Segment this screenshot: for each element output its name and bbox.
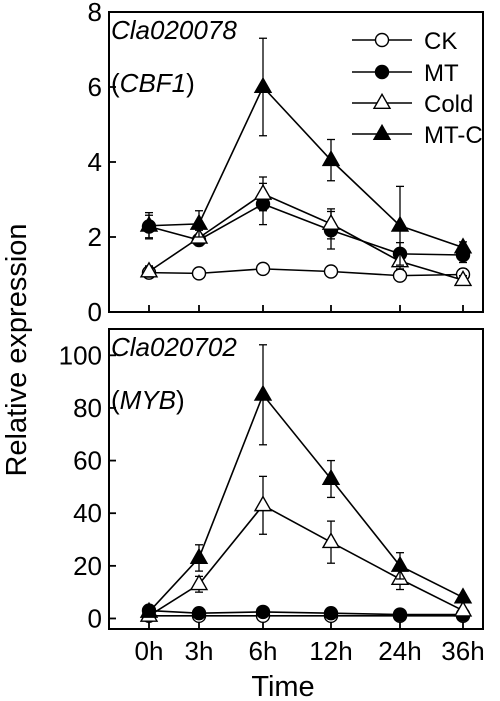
top-ck-line [148, 268, 464, 277]
bottom-gene-name-part: ) [176, 385, 185, 415]
bottom-series-ck [141, 608, 471, 624]
x-tick-label: 6h [249, 636, 278, 666]
bottom-y-tick-label: 0 [88, 603, 102, 633]
top-series-cold [139, 176, 473, 287]
top-series-mt-c [139, 37, 473, 266]
top-panel-frame [108, 11, 484, 313]
bottom-y-tick-label: 100 [59, 340, 102, 370]
top-mt-c-point [453, 237, 473, 254]
bottom-mt-line [148, 609, 463, 616]
panel-bottom-cla020702: 0 20 40 60 80 100 0h 3h 6h 12h 24h 36h Cla020702 (MYB… [59, 328, 485, 666]
bottom-gene-name-label: (MYB) [111, 385, 185, 415]
top-ck-point [255, 261, 271, 277]
top-series-ck [141, 261, 471, 283]
bottom-gene-name-part: MYB [120, 385, 176, 415]
bottom-gene-id-label: Cla020702 [111, 332, 237, 362]
bottom-mt-c-point [253, 384, 273, 401]
legend-label-ck: CK [424, 28, 457, 55]
panel-top-cla020078: 0 2 4 6 8 Cla020078 (CBF1) [88, 0, 484, 327]
top-ck-point [392, 268, 408, 283]
top-mt-line [148, 203, 464, 256]
top-cold-point [453, 270, 473, 287]
bottom-series-mt [141, 603, 471, 622]
top-mt-c-point [321, 150, 341, 167]
legend-label-mt: MT [424, 60, 459, 87]
bottom-mt-c-point [189, 547, 209, 564]
bottom-mt-c-line [148, 393, 464, 613]
legend-marker-ck [374, 32, 390, 48]
bottom-y-tick-label: 20 [73, 551, 102, 581]
x-tick-label: 3h [185, 636, 214, 666]
bottom-mt-point [323, 606, 339, 621]
bottom-mt-c-point [390, 555, 410, 572]
bottom-y-tick-label: 40 [73, 498, 102, 528]
top-gene-name-label: (CBF1) [111, 68, 195, 98]
bottom-mt-c-point [139, 601, 159, 618]
top-y-tick-label: 4 [88, 147, 102, 177]
top-y-tick-label: 8 [88, 0, 102, 27]
top-ck-point [323, 264, 339, 279]
x-tick-label: 24h [378, 636, 421, 666]
top-mt-c-point [189, 213, 209, 230]
top-gene-name-part: ( [111, 68, 120, 98]
top-cold-point [253, 183, 273, 200]
bottom-gene-name-part: ( [111, 385, 120, 415]
bottom-series-cold [139, 475, 473, 622]
top-cold-point [139, 261, 159, 278]
top-y-tick-label: 6 [88, 72, 102, 102]
x-tick-label: 12h [309, 636, 352, 666]
legend-marker-mt [374, 64, 390, 80]
legend-marker-cold [372, 92, 392, 110]
legend-label-mt-c: MT-C [424, 122, 483, 149]
top-ck-point [191, 266, 207, 281]
top-y-tick-label: 0 [88, 297, 102, 327]
bottom-panel-frame [108, 328, 484, 630]
legend: CK MT Cold MT-C [352, 28, 483, 149]
bottom-y-tick-label: 80 [73, 393, 102, 423]
bottom-cold-point [253, 495, 273, 512]
top-cold-point [321, 213, 341, 230]
bottom-y-tick-label: 60 [73, 446, 102, 476]
top-mt-c-point [390, 215, 410, 232]
bottom-mt-c-point [453, 587, 473, 604]
top-gene-name-part: CBF1 [120, 68, 186, 98]
top-mt-c-point [253, 76, 273, 94]
bottom-cold-point [189, 574, 209, 591]
bottom-mt-point [255, 604, 271, 620]
bottom-cold-point [453, 600, 473, 617]
top-mt-c-point [139, 215, 159, 232]
x-axis-title: Time [251, 671, 314, 701]
bottom-cold-point [321, 532, 341, 549]
legend-label-cold: Cold [424, 91, 473, 118]
bottom-mt-point [392, 607, 408, 622]
legend-marker-mt-c [372, 123, 392, 141]
x-tick-label: 0h [135, 636, 164, 666]
y-axis-title: Relative expression [1, 223, 33, 476]
x-tick-label: 36h [441, 636, 484, 666]
bottom-mt-point [191, 606, 207, 621]
top-gene-name-part: ) [186, 68, 195, 98]
top-mt-c-line [148, 85, 464, 249]
top-y-tick-label: 2 [88, 222, 102, 252]
bottom-mt-c-point [321, 468, 341, 486]
top-gene-id-label: Cla020078 [111, 15, 237, 45]
bottom-series-mt-c [139, 344, 473, 618]
